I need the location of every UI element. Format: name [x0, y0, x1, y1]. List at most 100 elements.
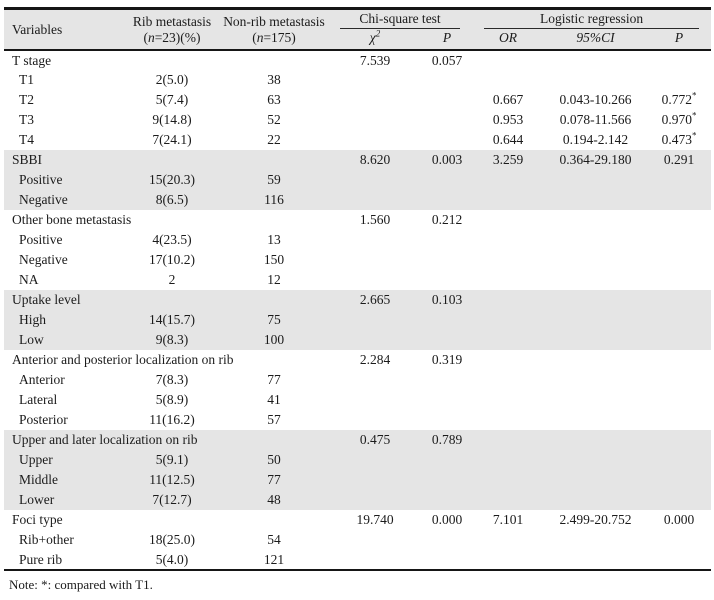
p-lr-cell [647, 250, 711, 270]
ci-cell [544, 290, 648, 311]
chi2-cell: 19.740 [356, 512, 394, 528]
table-row: SBBI 8.620 0.003 3.259 0.364-29.180 0.29… [4, 150, 712, 171]
table-row: Uptake level 2.665 0.103 [4, 290, 712, 311]
p-chi-cell [422, 470, 473, 491]
variable-cell: Positive [19, 232, 63, 248]
nonrib-metastasis-cell: 41 [267, 392, 281, 408]
chi2-cell [328, 490, 422, 511]
nonrib-header-line1: Non-rib metastasis [223, 13, 325, 29]
nonrib-metastasis-cell: 77 [220, 470, 328, 491]
p-chi-cell [422, 250, 472, 270]
ci-cell [544, 490, 648, 511]
nonrib-metastasis-cell: 63 [267, 92, 281, 108]
rib-metastasis-cell: 17(10.2) [148, 252, 196, 268]
variable-cell: Pure rib [4, 550, 124, 572]
or-cell [472, 490, 545, 511]
ci-cell [544, 430, 648, 451]
p-chi-cell [422, 390, 472, 410]
rib-metastasis-cell: 7(8.3) [155, 372, 189, 388]
nonrib-metastasis-cell [220, 150, 328, 171]
variable-cell: Negative [4, 190, 124, 211]
p-chi-cell: 0.212 [431, 212, 463, 228]
chi2-cell [328, 250, 422, 270]
table-footnote: Note: *: compared with T1. [9, 577, 153, 593]
or-cell [472, 350, 544, 370]
or-cell: 7.101 [492, 512, 524, 528]
p-chi-cell [422, 490, 473, 511]
column-header-p-lr: P [647, 29, 712, 51]
rib-metastasis-cell: 7(24.1) [152, 132, 192, 148]
variable-cell: Posterior [19, 412, 68, 428]
variable-cell: T3 [19, 112, 34, 128]
column-header-nonrib-metastasis: Non-rib metastasis (n=175) [220, 7, 328, 51]
rib-metastasis-cell: 8(6.5) [124, 190, 220, 211]
rib-header-line1: Rib metastasis [132, 13, 212, 29]
p-lr-cell [647, 170, 712, 191]
table-row: Positive 15(20.3) 59 [4, 170, 712, 191]
or-cell [472, 530, 544, 550]
or-cell [472, 550, 545, 572]
table-row: T1 2(5.0) 38 [4, 70, 711, 90]
p-lr-cell: 0.970* [661, 110, 697, 128]
p-chi-cell [422, 130, 472, 150]
variable-cell: Anterior and posterior localization on r… [12, 352, 234, 368]
ci-cell [544, 530, 647, 550]
nonrib-metastasis-cell: 75 [220, 310, 328, 331]
nonrib-metastasis-cell [220, 350, 328, 370]
chi2-cell [328, 310, 422, 331]
rib-metastasis-cell: 14(15.7) [124, 310, 220, 331]
nonrib-metastasis-cell: 121 [220, 550, 328, 572]
rib-metastasis-cell: 5(8.9) [155, 392, 189, 408]
ci-cell [544, 250, 647, 270]
chi2-cell [328, 110, 422, 130]
chi2-cell [328, 370, 422, 390]
p-lr-cell [647, 550, 712, 572]
ci-cell: 0.194-2.142 [562, 132, 629, 148]
or-cell [472, 250, 544, 270]
nonrib-metastasis-cell: 116 [220, 190, 328, 211]
table-row: Upper 5(9.1) 50 [4, 450, 712, 471]
p-lr-cell [647, 410, 711, 430]
or-cell [472, 450, 545, 471]
p-chi-cell [422, 310, 473, 331]
rib-metastasis-cell [124, 510, 220, 530]
table-row: T4 7(24.1) 22 0.644 0.194-2.142 0.473* [4, 130, 711, 150]
rib-metastasis-cell: 5(4.0) [124, 550, 220, 572]
variable-cell: Lower [4, 490, 124, 511]
or-cell: 0.644 [492, 132, 524, 148]
p-chi-cell [422, 90, 472, 110]
variable-cell: Other bone metastasis [12, 212, 132, 228]
statistics-table: Variables Rib metastasis (n=23)(%) Non-r… [4, 7, 712, 572]
variable-cell: Middle [4, 470, 124, 491]
table-row: Other bone metastasis 1.560 0.212 [4, 210, 711, 230]
p-lr-cell [647, 350, 711, 370]
nonrib-metastasis-cell [220, 50, 328, 70]
p-chi-cell [422, 190, 473, 211]
ci-cell [544, 370, 647, 390]
chi2-cell: 2.284 [359, 352, 391, 368]
p-lr-cell [647, 50, 711, 70]
nonrib-header-line2: (n=175) [252, 29, 296, 45]
variable-cell: Anterior [19, 372, 65, 388]
p-chi-cell [422, 530, 472, 550]
p-chi-cell: 0.103 [422, 290, 473, 311]
variable-cell: Upper and later localization on rib [4, 430, 198, 451]
table-row: T stage 7.539 0.057 [4, 50, 711, 70]
p-chi-cell: 0.057 [431, 52, 463, 68]
ci-cell [544, 350, 647, 370]
p-chi-cell: 0.789 [422, 430, 473, 451]
p-lr-cell: 0.473* [661, 130, 697, 148]
or-cell [472, 290, 545, 311]
or-cell [472, 190, 545, 211]
p-chi-cell: 0.000 [431, 512, 463, 528]
ci-cell: 0.043-10.266 [559, 92, 632, 108]
p-lr-cell [647, 370, 711, 390]
or-cell [472, 170, 545, 191]
chi2-cell: 8.620 [328, 150, 422, 171]
rib-metastasis-cell [124, 430, 220, 451]
variable-cell: Low [4, 330, 124, 351]
table-row: Posterior 11(16.2) 57 [4, 410, 711, 430]
table-row: Anterior 7(8.3) 77 [4, 370, 711, 390]
or-cell: 0.953 [492, 112, 524, 128]
chi2-cell [328, 190, 422, 211]
